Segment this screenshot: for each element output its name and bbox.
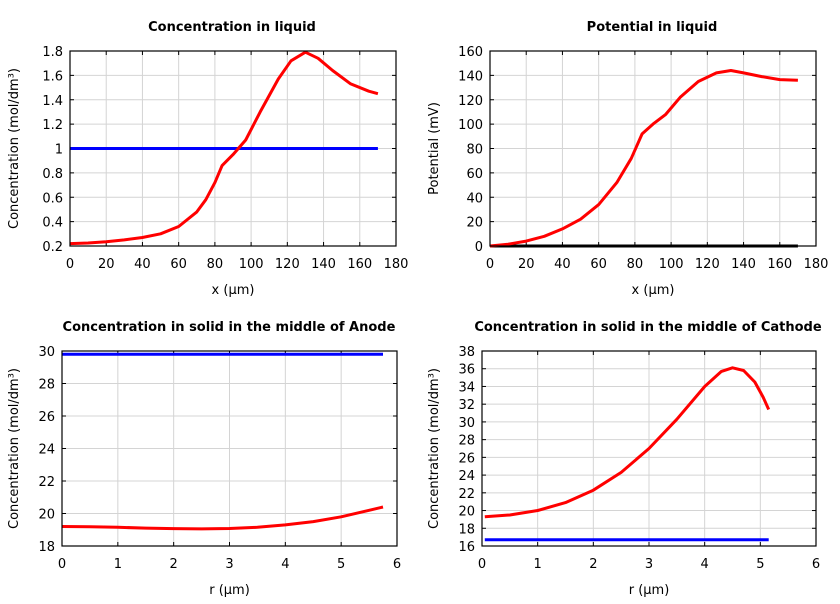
x-tick-label: 140 xyxy=(311,257,336,272)
y-tick-label: 22 xyxy=(458,487,475,502)
x-tick-label: 6 xyxy=(393,557,401,572)
y-axis-label: Concentration (mol/dm³) xyxy=(7,68,22,229)
x-axis-label: x (µm) xyxy=(212,283,255,298)
y-tick-label: 140 xyxy=(458,69,483,84)
x-axis-label: r (µm) xyxy=(209,583,250,598)
chart-4: Concentration in solid in the middle of … xyxy=(427,320,822,598)
y-tick-label: 18 xyxy=(458,522,475,537)
y-tick-label: 24 xyxy=(38,443,55,458)
x-tick-label: 1 xyxy=(114,557,122,572)
y-tick-label: 26 xyxy=(38,410,55,425)
chart-1: Concentration in liquid 0 20 40 60 80 100 120 14… xyxy=(7,20,408,298)
x-tick-label: 2 xyxy=(170,557,178,572)
x-tick-label: 20 xyxy=(98,257,115,272)
chart-title: Concentration in liquid xyxy=(148,20,316,35)
x-axis-label: x (µm) xyxy=(632,283,675,298)
y-tick-label: 0.4 xyxy=(42,216,63,231)
x-tick-label: 160 xyxy=(767,257,792,272)
y-axis-label: Concentration (mol/dm³) xyxy=(7,368,22,529)
x-tick-label: 120 xyxy=(275,257,300,272)
y-axis-label: Concentration (mol/dm³) xyxy=(427,368,442,529)
x-tick-label: 180 xyxy=(384,257,409,272)
x-tick-label: 6 xyxy=(812,557,820,572)
y-tick-label: 60 xyxy=(466,167,483,182)
x-tick-label: 0 xyxy=(58,557,66,572)
x-tick-label: 3 xyxy=(225,557,233,572)
x-axis-label: r (µm) xyxy=(629,583,670,598)
y-tick-label: 26 xyxy=(458,451,475,466)
y-tick-label: 0.8 xyxy=(42,167,63,182)
y-tick-label: 0.6 xyxy=(42,191,63,206)
x-tick-label: 5 xyxy=(756,557,764,572)
x-tick-label: 20 xyxy=(518,257,535,272)
x-tick-label: 4 xyxy=(281,557,289,572)
y-tick-label: 0.2 xyxy=(42,240,63,255)
y-tick-label: 120 xyxy=(458,94,483,109)
plot-frame xyxy=(489,50,817,247)
x-tick-label: 120 xyxy=(695,257,720,272)
y-tick-label: 1.8 xyxy=(42,45,63,60)
x-tick-label: 0 xyxy=(478,557,486,572)
y-tick-label: 16 xyxy=(458,540,475,555)
y-axis-label: Potential (mV) xyxy=(427,102,442,195)
x-tick-label: 5 xyxy=(337,557,345,572)
y-tick-label: 18 xyxy=(38,540,55,555)
x-tick-label: 100 xyxy=(239,257,264,272)
x-tick-label: 4 xyxy=(701,557,709,572)
x-tick-label: 40 xyxy=(554,257,571,272)
x-tick-label: 60 xyxy=(590,257,607,272)
x-tick-label: 80 xyxy=(627,257,644,272)
y-tick-label: 38 xyxy=(458,345,475,360)
x-tick-label: 100 xyxy=(659,257,684,272)
y-tick-label: 0 xyxy=(475,240,483,255)
chart-2: Potential in liquid 0 20 40 60 80 100 120 140 160… xyxy=(427,20,828,298)
y-tick-label: 28 xyxy=(458,434,475,449)
y-tick-label: 30 xyxy=(38,345,55,360)
x-tick-label: 1 xyxy=(534,557,542,572)
x-tick-label: 140 xyxy=(731,257,756,272)
plot-frame xyxy=(69,50,397,247)
y-tick-label: 20 xyxy=(458,505,475,520)
series-line-2 xyxy=(69,50,379,246)
x-tick-label: 80 xyxy=(207,257,224,272)
y-tick-label: 32 xyxy=(458,398,475,413)
y-tick-label: 34 xyxy=(458,380,475,395)
chart-title: Potential in liquid xyxy=(587,20,718,35)
x-tick-label: 3 xyxy=(645,557,653,572)
y-tick-label: 40 xyxy=(466,191,483,206)
y-tick-label: 20 xyxy=(466,216,483,231)
plot-frame xyxy=(61,350,398,547)
x-tick-label: 2 xyxy=(589,557,597,572)
y-tick-label: 28 xyxy=(38,378,55,393)
x-tick-label: 160 xyxy=(347,257,372,272)
y-tick-label: 1.2 xyxy=(42,118,63,133)
series-line-2 xyxy=(484,366,771,519)
series-line-2 xyxy=(489,69,798,248)
x-tick-label: 0 xyxy=(486,257,494,272)
y-tick-label: 36 xyxy=(458,363,475,378)
chart-3: Concentration in solid in the middle of … xyxy=(7,320,401,598)
plot-frame xyxy=(481,350,817,547)
y-tick-label: 1.4 xyxy=(42,94,63,109)
y-tick-label: 100 xyxy=(458,118,483,133)
x-tick-label: 0 xyxy=(66,257,74,272)
series-line-2 xyxy=(61,505,384,531)
x-tick-label: 180 xyxy=(804,257,829,272)
y-tick-label: 1.6 xyxy=(42,69,63,84)
y-tick-label: 1 xyxy=(55,143,63,158)
x-tick-label: 60 xyxy=(170,257,187,272)
x-tick-label: 40 xyxy=(134,257,151,272)
y-tick-label: 20 xyxy=(38,508,55,523)
chart-title: Concentration in solid in the middle of … xyxy=(474,320,822,335)
chart-title: Concentration in solid in the middle of … xyxy=(63,320,396,335)
y-tick-label: 80 xyxy=(466,143,483,158)
y-tick-label: 22 xyxy=(38,475,55,490)
y-tick-label: 24 xyxy=(458,469,475,484)
y-tick-label: 30 xyxy=(458,416,475,431)
y-tick-label: 160 xyxy=(458,45,483,60)
